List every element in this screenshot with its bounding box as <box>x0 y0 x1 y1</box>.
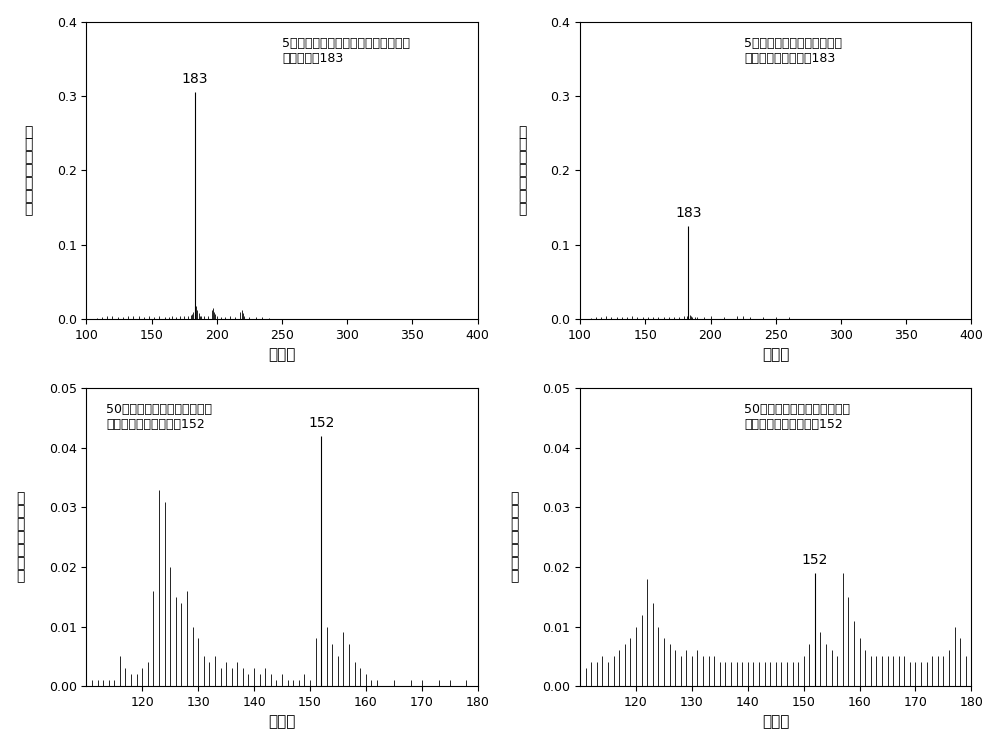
X-axis label: 质荷比: 质荷比 <box>762 348 789 363</box>
Text: 183: 183 <box>181 72 208 87</box>
Text: 5纳克三硝基苯谱图，使用新型放电设
计，特征峰183: 5纳克三硝基苯谱图，使用新型放电设 计，特征峰183 <box>282 37 410 65</box>
X-axis label: 质荷比: 质荷比 <box>268 715 296 730</box>
Text: 50纳克二硝基甲苯谱图，使用
新型放电设计，特征峰152: 50纳克二硝基甲苯谱图，使用 新型放电设计，特征峰152 <box>106 404 212 431</box>
Y-axis label: 信
号
强
度
（
伏
）: 信 号 强 度 （ 伏 ） <box>518 125 527 216</box>
Y-axis label: 信
号
强
度
（
伏
）: 信 号 强 度 （ 伏 ） <box>25 125 33 216</box>
Y-axis label: 信
号
强
度
（
伏
）: 信 号 强 度 （ 伏 ） <box>17 492 25 583</box>
X-axis label: 质荷比: 质荷比 <box>762 715 789 730</box>
X-axis label: 质荷比: 质荷比 <box>268 348 296 363</box>
Text: 183: 183 <box>675 207 702 220</box>
Text: 152: 152 <box>802 553 828 567</box>
Y-axis label: 信
号
强
度
（
伏
）: 信 号 强 度 （ 伏 ） <box>510 492 519 583</box>
Text: 152: 152 <box>308 416 334 430</box>
Text: 5纳克三硝基苯谱图，使用普
通放电设计，特征峰183: 5纳克三硝基苯谱图，使用普 通放电设计，特征峰183 <box>744 37 842 65</box>
Text: 50纳克二硝基甲苯谱图，使用
普通放电设计，特征峰152: 50纳克二硝基甲苯谱图，使用 普通放电设计，特征峰152 <box>744 404 850 431</box>
